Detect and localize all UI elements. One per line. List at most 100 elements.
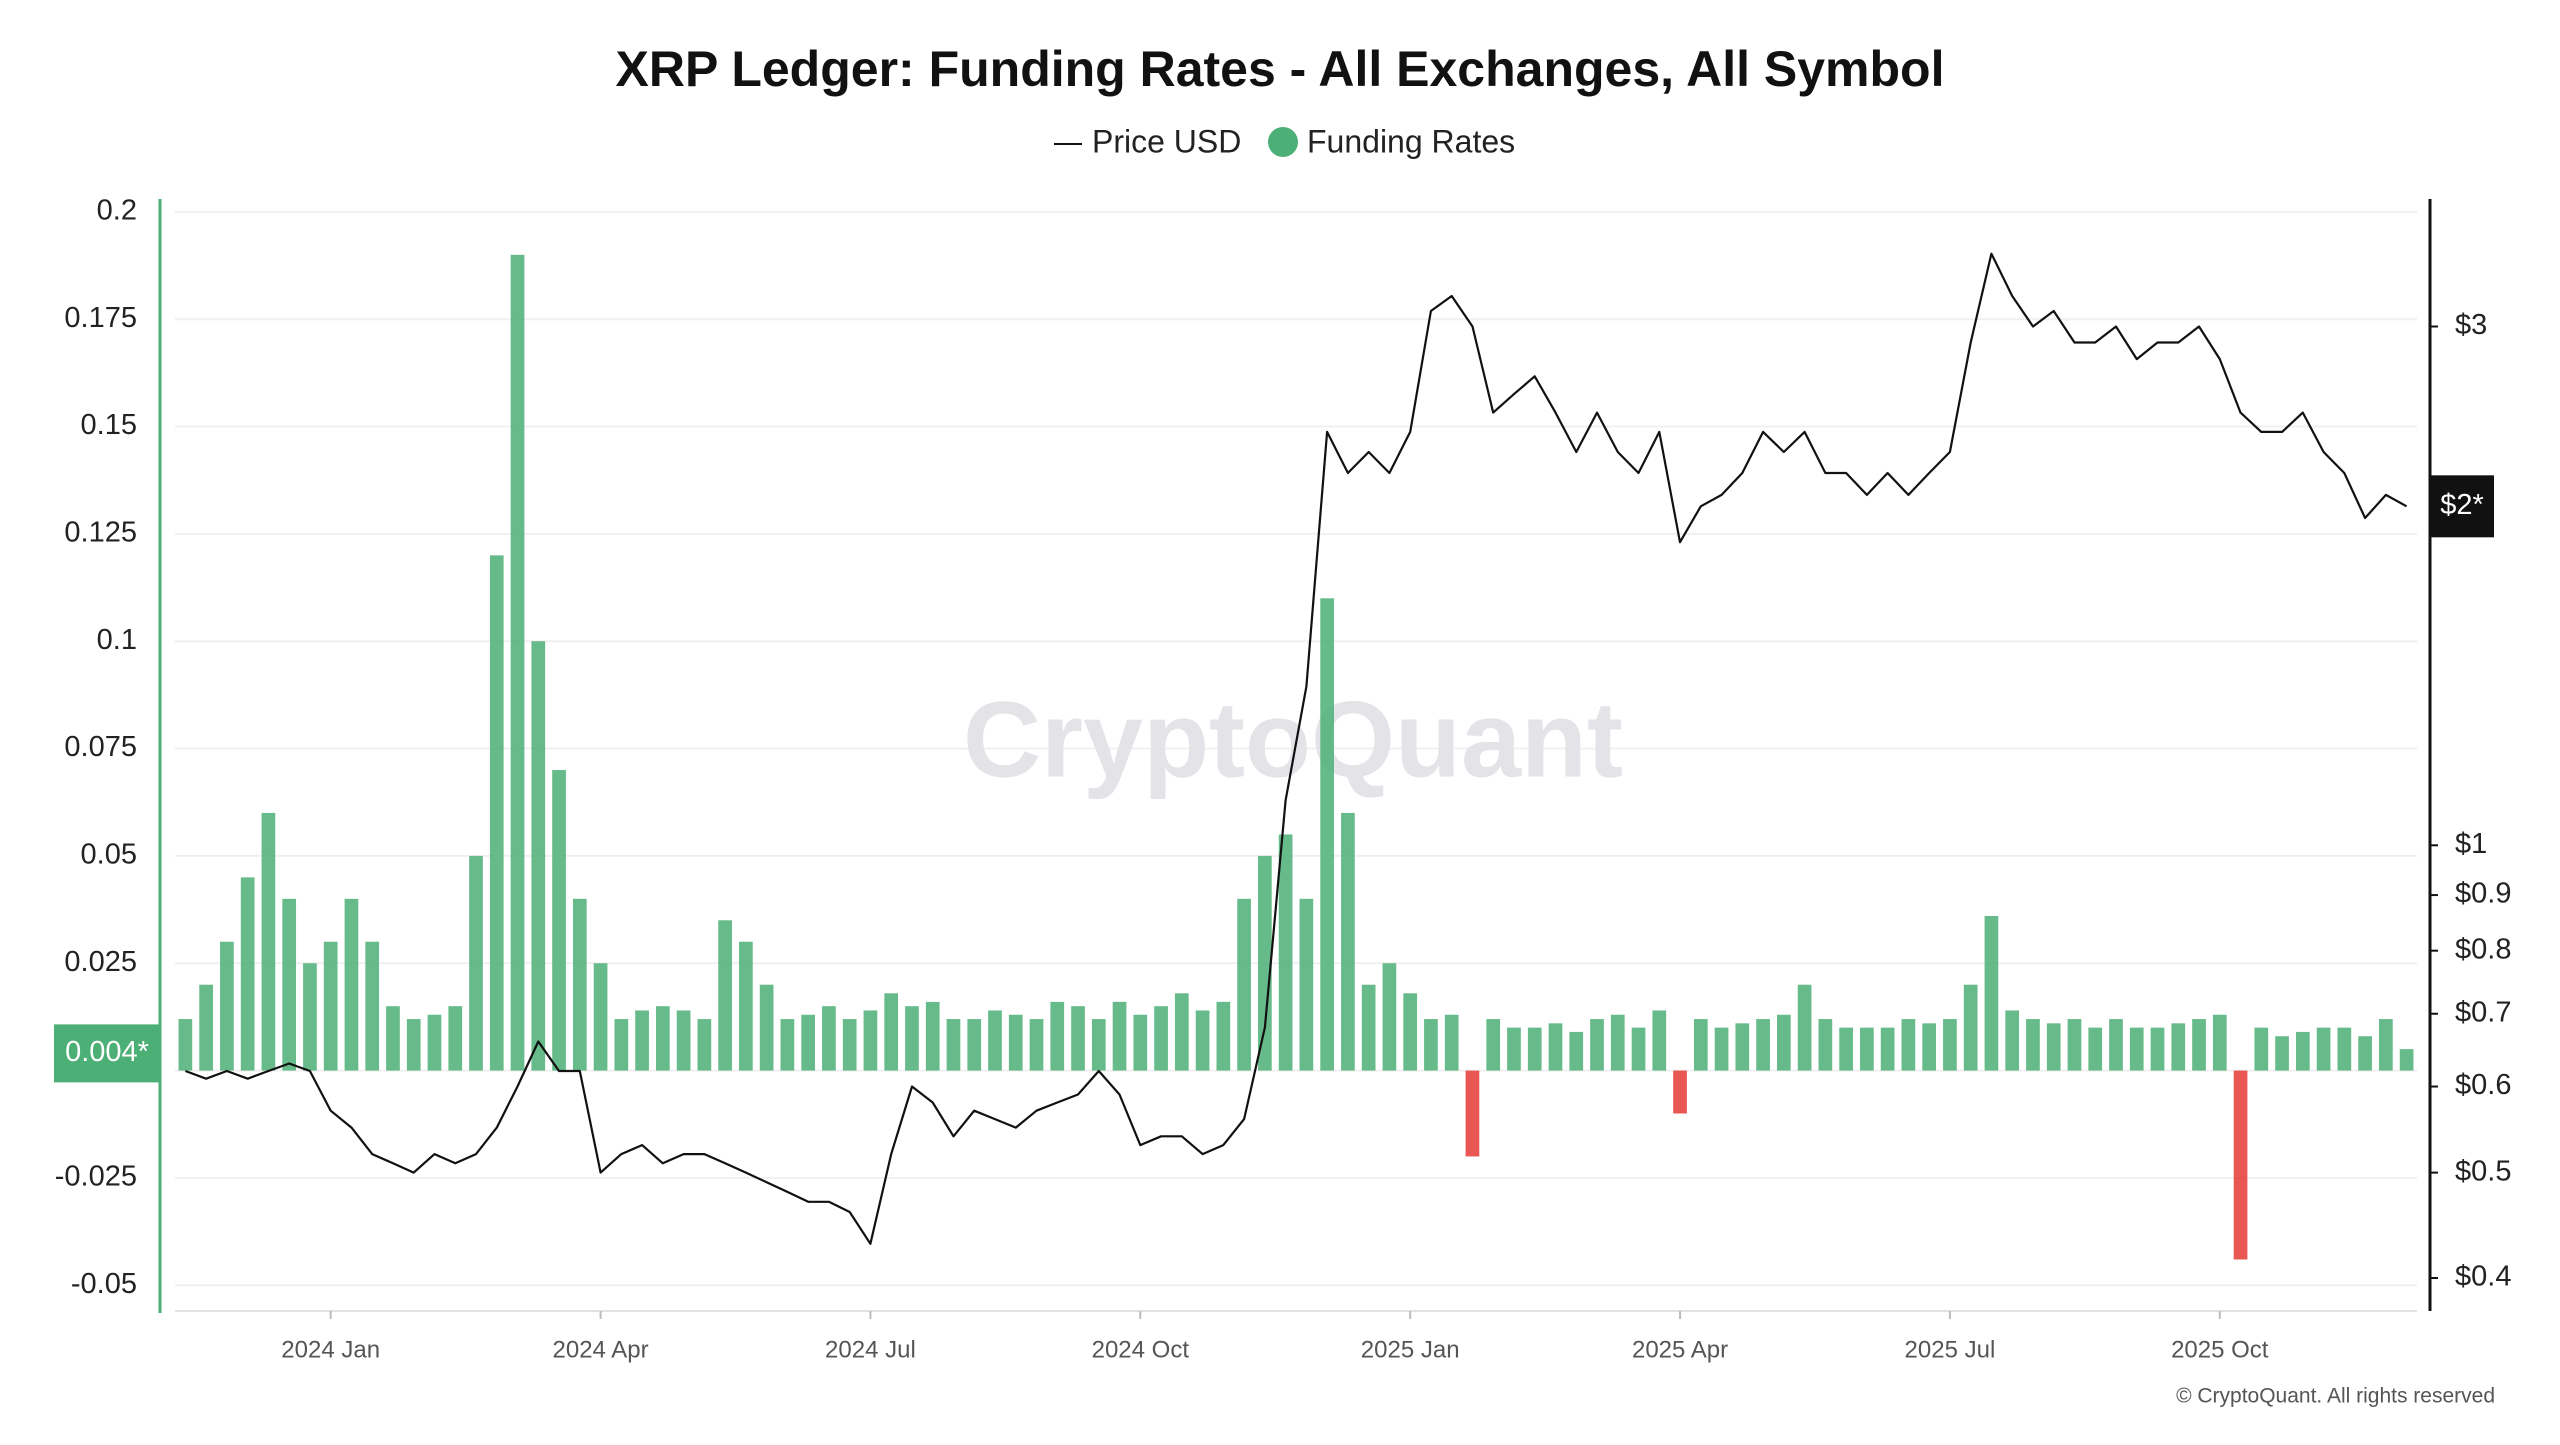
bar — [884, 993, 899, 1071]
copyright: © CryptoQuant. All rights reserved — [2176, 1385, 2495, 1408]
bar — [593, 963, 608, 1071]
bar — [2046, 1023, 2061, 1071]
bar — [1693, 1019, 1708, 1071]
x-tick-label: 2024 Oct — [1092, 1336, 1190, 1363]
bar — [1382, 963, 1397, 1071]
x-tick-label: 2024 Jan — [281, 1336, 380, 1363]
bar — [1797, 984, 1812, 1071]
legend-label: Price USD — [1092, 123, 1241, 159]
bar — [2316, 1027, 2331, 1071]
bar — [1403, 993, 1418, 1071]
x-tick-label: 2025 Oct — [2171, 1336, 2269, 1363]
bar — [2295, 1031, 2310, 1071]
bar — [2171, 1023, 2186, 1071]
bar — [2379, 1019, 2393, 1071]
bar — [2358, 1036, 2372, 1071]
bar — [1880, 1027, 1895, 1071]
bar — [1071, 1006, 1085, 1071]
bar — [510, 254, 525, 1071]
bar — [1133, 1014, 1148, 1071]
bar — [1299, 898, 1314, 1071]
bar — [1216, 1001, 1231, 1071]
bar — [489, 555, 504, 1071]
bar — [967, 1019, 982, 1071]
bar — [739, 941, 753, 1071]
y-tick-label: -0.025 — [55, 1161, 137, 1193]
legend: Price USD Funding Rates — [1054, 123, 1515, 159]
bar — [572, 898, 587, 1071]
bar — [1154, 1006, 1168, 1071]
legend-dot-swatch — [1268, 127, 1298, 157]
bar — [365, 941, 380, 1071]
bar — [220, 941, 234, 1071]
bar — [822, 1006, 836, 1071]
bar — [2088, 1027, 2103, 1071]
y-tick-label: 0.05 — [81, 839, 137, 871]
x-tick-label: 2025 Jul — [1905, 1336, 1996, 1363]
bar — [1714, 1027, 1729, 1071]
bar — [1839, 1027, 1853, 1071]
bar — [1590, 1019, 1604, 1071]
bar — [2150, 1027, 2165, 1071]
bar — [718, 920, 732, 1071]
y2-tick-label: $1 — [2455, 828, 2487, 860]
bar — [2005, 1010, 2020, 1071]
bar — [552, 770, 566, 1071]
x-tick-label: 2024 Apr — [553, 1336, 649, 1363]
y-tick-label: 0.025 — [64, 946, 137, 978]
y2-tick-label: $0.8 — [2455, 933, 2511, 965]
bar — [1548, 1023, 1563, 1071]
bar — [759, 984, 774, 1071]
bar — [2212, 1014, 2227, 1071]
watermark: CryptoQuant — [963, 679, 1623, 800]
y-tick-label: 0.1 — [97, 624, 137, 656]
bar — [842, 1019, 857, 1071]
bar — [199, 984, 213, 1071]
current-price-label: $2* — [2440, 489, 2484, 521]
bar — [1237, 898, 1251, 1071]
bar — [1922, 1023, 1937, 1071]
bar — [1465, 1070, 1480, 1157]
current-value-box — [54, 1024, 160, 1083]
bar — [386, 1006, 400, 1071]
bar — [448, 1006, 463, 1071]
bar — [427, 1014, 442, 1071]
bar — [1984, 916, 1999, 1071]
bar — [2026, 1019, 2040, 1071]
bar — [1091, 1019, 1106, 1071]
bar — [1008, 1014, 1023, 1071]
bar — [1943, 1019, 1957, 1071]
y-tick-label: 0.175 — [64, 302, 137, 334]
bar — [178, 1019, 193, 1071]
bar — [1569, 1031, 1584, 1071]
bar — [406, 1019, 421, 1071]
bar — [1174, 993, 1189, 1071]
bar — [1860, 1027, 1874, 1071]
bar — [655, 1006, 670, 1071]
bar — [2067, 1019, 2082, 1071]
bar — [531, 641, 546, 1071]
bar — [1278, 834, 1293, 1071]
y2-tick-label: $0.6 — [2455, 1069, 2511, 1101]
bar — [1673, 1070, 1687, 1114]
x-tick-label: 2024 Jul — [825, 1336, 916, 1363]
bar — [1444, 1014, 1459, 1071]
bar — [469, 855, 483, 1071]
bar — [1818, 1019, 1833, 1071]
bar — [2233, 1070, 2248, 1260]
bar — [2275, 1036, 2289, 1071]
bar — [1756, 1019, 1770, 1071]
bar — [925, 1001, 940, 1071]
bar — [614, 1019, 629, 1071]
bar — [1486, 1019, 1501, 1071]
bar — [1507, 1027, 1521, 1071]
bar — [323, 941, 338, 1071]
bar — [2399, 1049, 2414, 1071]
bar — [1527, 1027, 1542, 1071]
bar — [2129, 1027, 2144, 1071]
bar — [240, 877, 255, 1071]
bar — [261, 812, 276, 1071]
y2-tick-label: $0.7 — [2455, 996, 2511, 1028]
